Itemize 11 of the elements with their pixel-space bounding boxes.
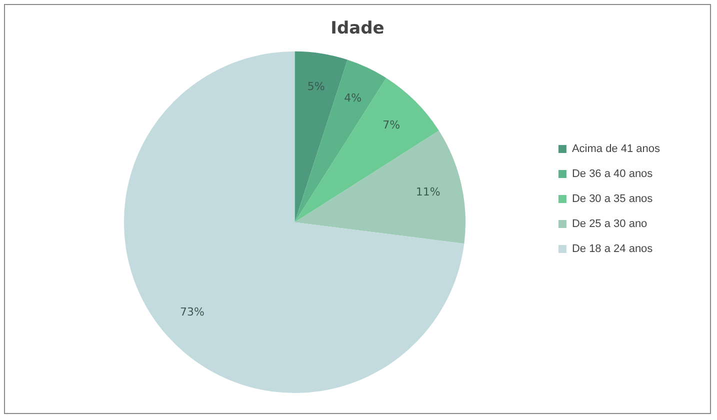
- chart-title: Idade: [330, 18, 384, 39]
- legend-label: Acima de 41 anos: [572, 143, 660, 156]
- legend-label: De 30 a 35 anos: [572, 193, 654, 206]
- legend-label: De 25 a 30 ano: [572, 218, 648, 230]
- legend-label: De 36 a 40 anos: [572, 168, 654, 180]
- legend-label: De 18 a 24 anos: [572, 243, 654, 256]
- data-label: 5%: [307, 80, 325, 94]
- data-label: 11%: [416, 185, 440, 198]
- data-label: 4%: [344, 91, 362, 104]
- data-label: 73%: [180, 305, 204, 318]
- data-label: 7%: [382, 118, 400, 132]
